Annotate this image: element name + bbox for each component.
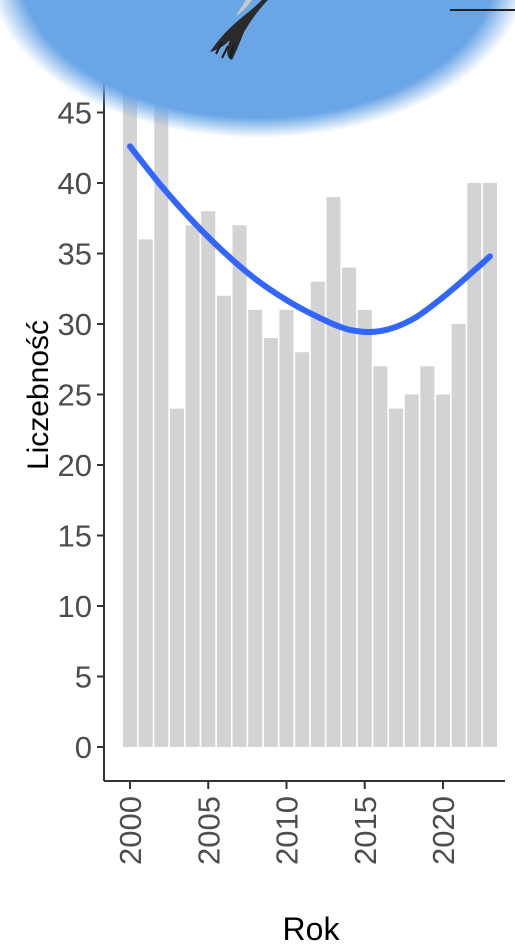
- bar-2021: [451, 324, 466, 747]
- y-tick-label-0: 0: [75, 730, 92, 765]
- bar-2019: [420, 366, 435, 747]
- y-tick-label-35: 35: [58, 237, 92, 272]
- bird-wing: [210, 0, 268, 60]
- bar-2022: [467, 183, 482, 747]
- bar-2010: [279, 309, 294, 747]
- y-tick-label-40: 40: [58, 166, 92, 201]
- bar-2001: [138, 239, 153, 747]
- y-tick-label-25: 25: [58, 378, 92, 413]
- bird-photo-overlay: [0, 0, 515, 138]
- trend-line: [127, 143, 493, 335]
- bar-2013: [326, 197, 341, 748]
- bar-2014: [342, 267, 357, 747]
- bar-2018: [404, 394, 419, 747]
- bar-2009: [263, 338, 278, 747]
- bar-2000: [123, 70, 137, 747]
- bar-2017: [389, 408, 404, 747]
- x-tick-label-2010: 2010: [270, 796, 305, 865]
- bar-2004: [185, 225, 200, 748]
- bar-2015: [357, 309, 372, 747]
- x-tick-label-2015: 2015: [348, 796, 383, 865]
- bar-2002: [154, 84, 169, 748]
- y-axis-title: Liczebność: [22, 320, 55, 470]
- bird-feathers: [215, 41, 235, 59]
- y-tick-label-30: 30: [58, 307, 92, 342]
- y-tick-label-20: 20: [58, 448, 92, 483]
- bar-2011: [295, 352, 310, 747]
- y-tick-label-15: 15: [58, 519, 92, 554]
- y-tick-label-5: 5: [75, 660, 92, 695]
- sky-circle: [0, 0, 515, 138]
- bar-2012: [310, 281, 325, 747]
- y-tick-label-45: 45: [58, 96, 92, 131]
- bar-2020: [436, 394, 450, 747]
- bar-2005: [201, 211, 216, 747]
- x-tick-label-2000: 2000: [113, 796, 148, 865]
- x-tick-label-2005: 2005: [191, 796, 226, 865]
- bird-icon: [210, 0, 268, 60]
- y-axis: 05101520253035404550: [58, 20, 105, 781]
- bird-wing-highlight: [236, 0, 252, 16]
- bar-2007: [232, 225, 247, 748]
- bar-2016: [373, 366, 388, 747]
- plot-area: [123, 70, 497, 748]
- bar-2006: [216, 295, 231, 747]
- bar-2003: [169, 408, 184, 747]
- x-axis-title: Rok: [283, 911, 341, 947]
- x-tick-label-2020: 2020: [426, 796, 461, 865]
- bar-2023: [482, 183, 497, 747]
- y-tick-label-10: 10: [58, 589, 92, 624]
- bar-2008: [248, 309, 263, 747]
- x-axis: 2000 2005 2010 2015 2020: [104, 780, 505, 865]
